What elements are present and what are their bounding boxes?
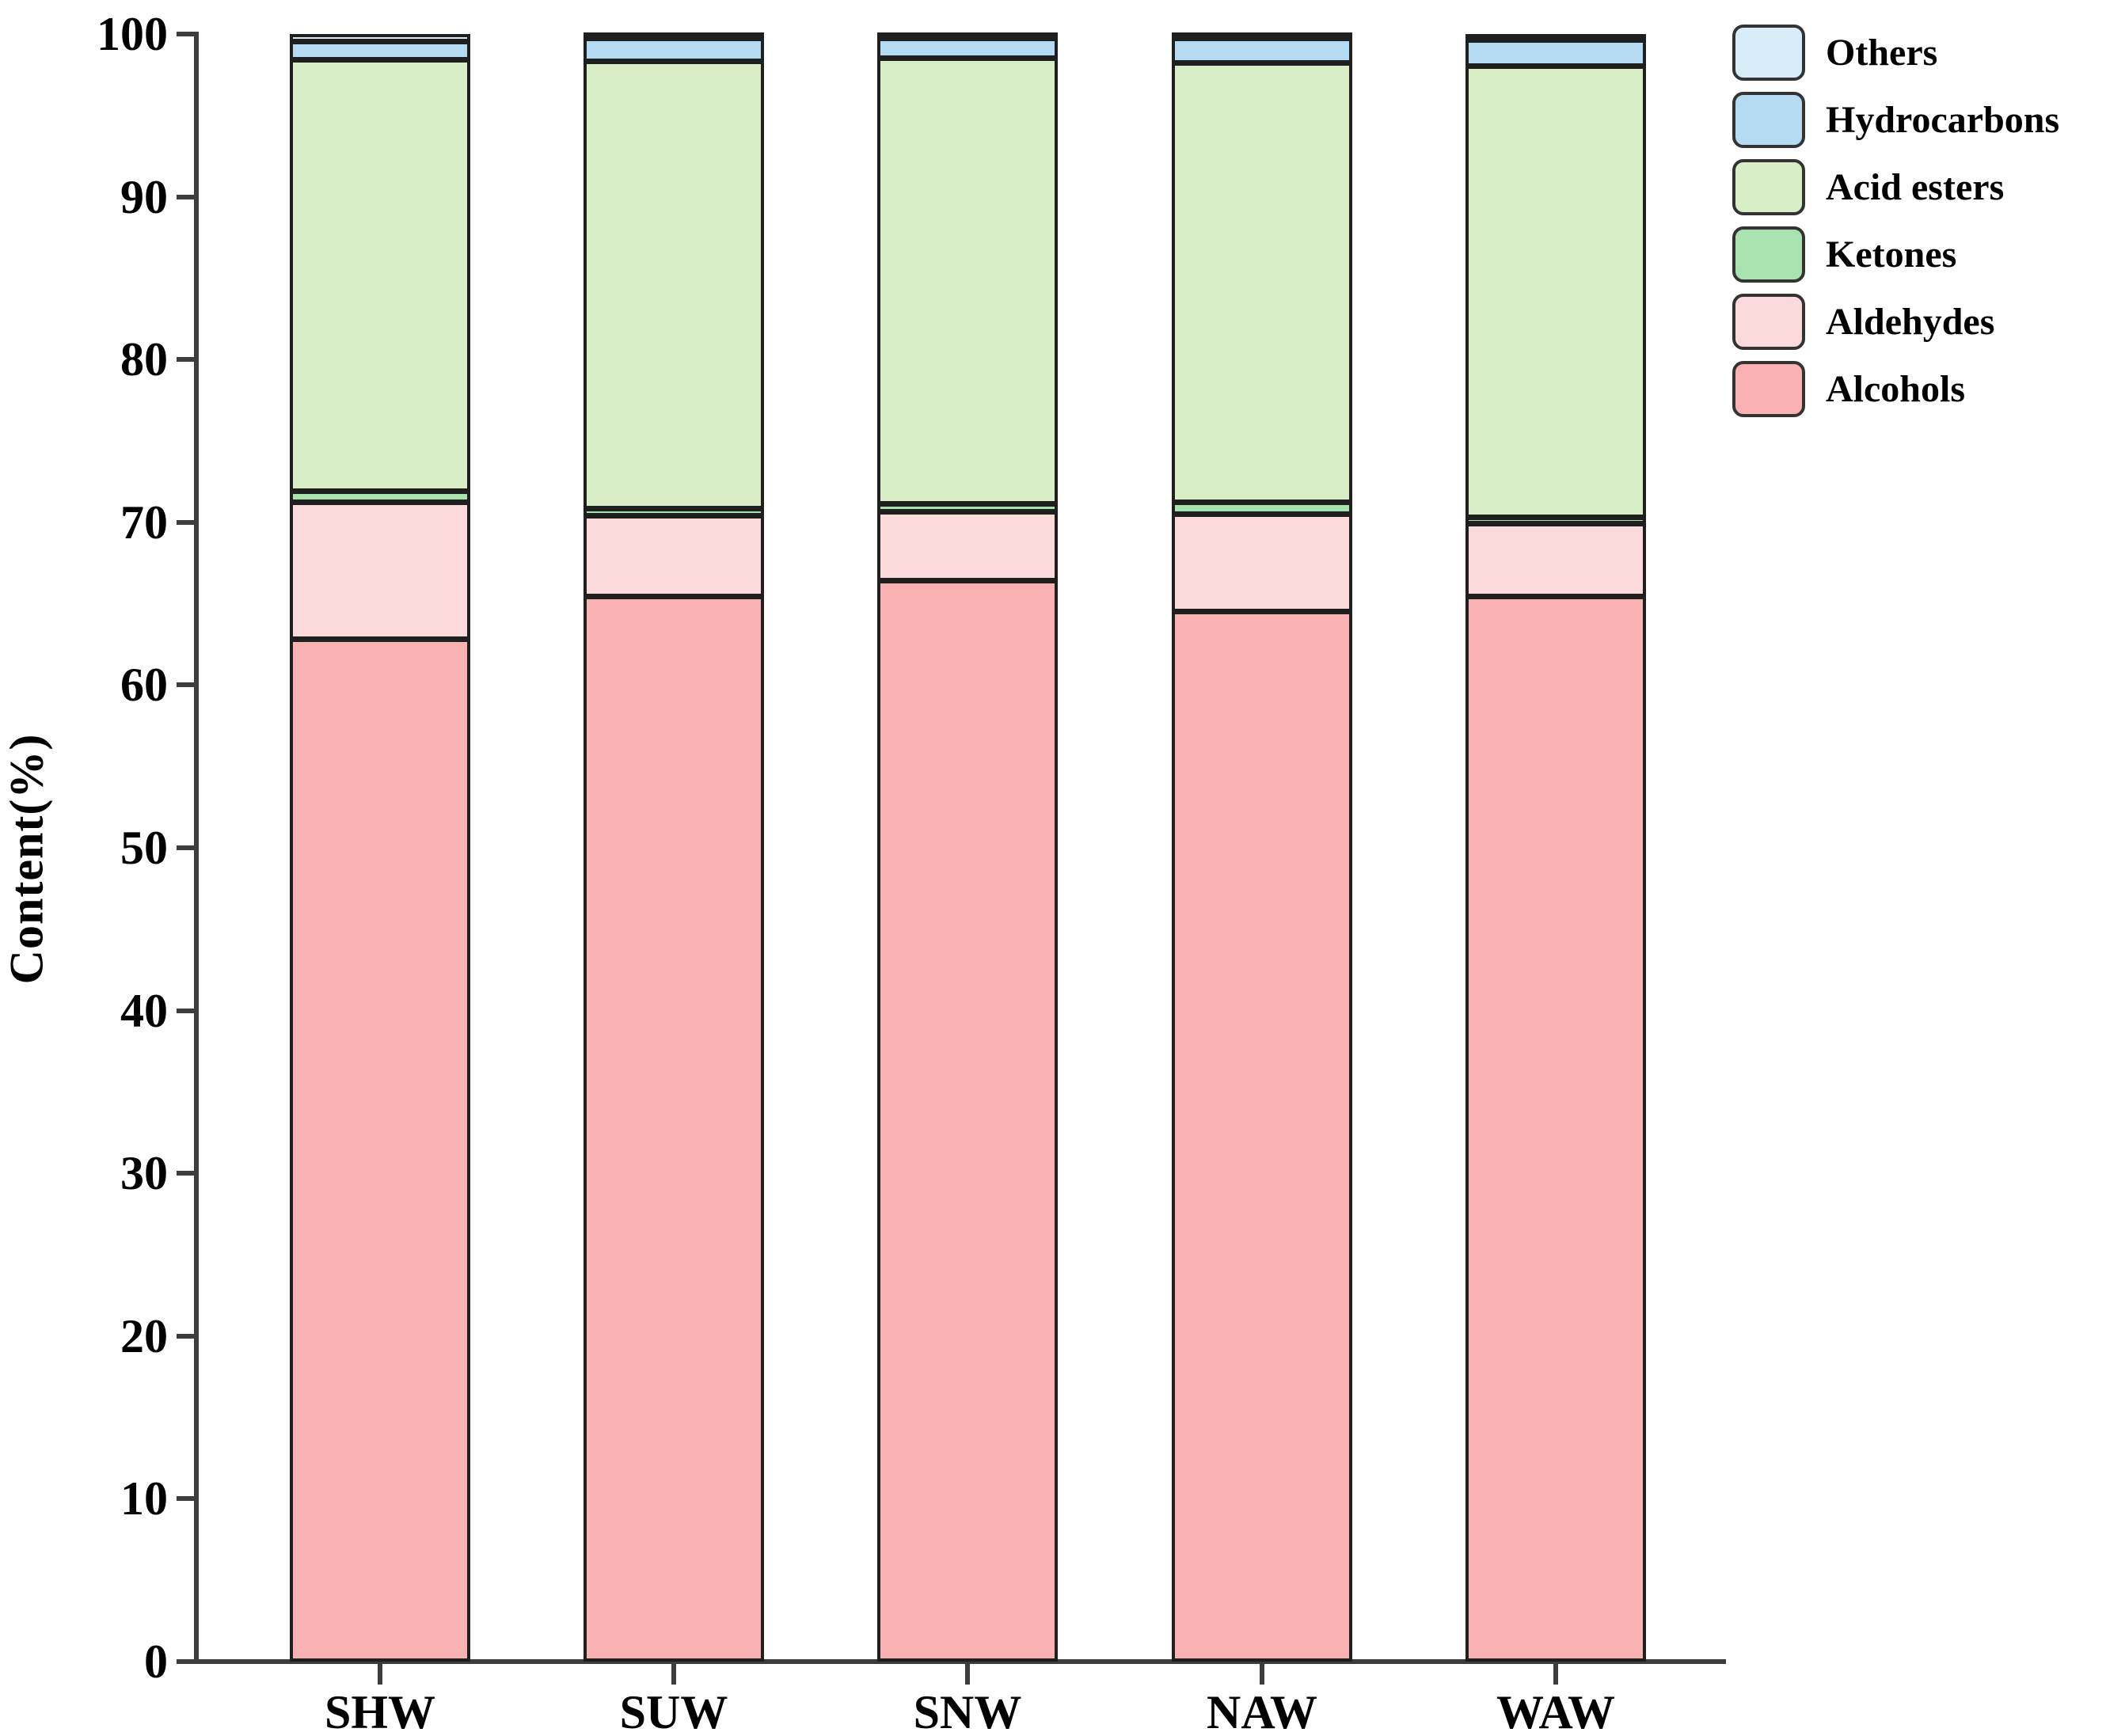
y-tick-label: 10 [120, 1472, 168, 1525]
x-tick-label-NAW: NAW [1206, 1686, 1317, 1736]
y-tick [177, 1171, 194, 1176]
y-tick [177, 1659, 194, 1664]
segment-others [1465, 34, 1646, 41]
legend-item-alcohols: Alcohols [1732, 361, 2059, 417]
segment-aldehydes [1172, 514, 1352, 612]
legend-item-aldehydes: Aldehydes [1732, 294, 2059, 350]
y-tick [177, 194, 194, 199]
x-tick-label-WAW: WAW [1496, 1686, 1616, 1736]
legend-item-acid-esters: Acid esters [1732, 159, 2059, 215]
segment-aldehydes [584, 515, 764, 598]
legend-swatch-hydrocarbons [1732, 92, 1805, 148]
legend-swatch-alcohols [1732, 361, 1805, 417]
x-tick [671, 1664, 676, 1685]
y-tick-label: 100 [97, 8, 168, 60]
y-tick-label: 20 [120, 1309, 168, 1362]
y-tick-label: 80 [120, 333, 168, 386]
segment-alcohols [290, 639, 470, 1662]
segment-acid-esters [290, 59, 470, 492]
x-tick [1260, 1664, 1264, 1685]
segment-alcohols [877, 580, 1058, 1662]
bar-SNW [877, 32, 1058, 1662]
legend-item-ketones: Ketones [1732, 226, 2059, 283]
segment-alcohols [584, 597, 764, 1662]
legend-label: Alcohols [1826, 367, 1966, 410]
segment-ketones [584, 509, 764, 516]
bar-WAW [1465, 34, 1646, 1662]
segment-hydrocarbons [1172, 39, 1352, 64]
segment-hydrocarbons [584, 39, 764, 62]
y-tick-label: 60 [120, 659, 168, 712]
legend-label: Hydrocarbons [1826, 98, 2060, 141]
legend-label: Acid esters [1826, 165, 2005, 208]
legend-item-others: Others [1732, 25, 2059, 81]
y-tick-label: 40 [120, 984, 168, 1037]
segment-alcohols [1465, 597, 1646, 1662]
y-tick [177, 845, 194, 850]
legend-item-hydrocarbons: Hydrocarbons [1732, 92, 2059, 148]
y-tick-label: 30 [120, 1147, 168, 1200]
segment-others [877, 32, 1058, 40]
segment-ketones [1172, 503, 1352, 515]
segment-aldehydes [877, 512, 1058, 581]
segment-alcohols [1172, 611, 1352, 1662]
segment-acid-esters [584, 61, 764, 510]
legend-label: Others [1826, 31, 1938, 74]
x-tick [378, 1664, 382, 1685]
segment-hydrocarbons [1465, 40, 1646, 67]
segment-others [290, 34, 470, 43]
y-tick [177, 357, 194, 363]
segment-others [584, 32, 764, 40]
x-axis-spine [194, 1659, 1726, 1664]
segment-hydrocarbons [877, 39, 1058, 59]
bar-NAW [1172, 32, 1352, 1662]
y-tick [177, 682, 194, 688]
y-tick-label: 50 [120, 822, 168, 874]
segment-ketones [290, 491, 470, 503]
x-tick-label-SUW: SUW [619, 1686, 728, 1736]
legend-label: Aldehydes [1826, 300, 1995, 343]
segment-ketones [1465, 517, 1646, 524]
segment-acid-esters [877, 58, 1058, 505]
legend-swatch-aldehydes [1732, 294, 1805, 350]
y-tick-label: 90 [120, 170, 168, 223]
bar-SHW [290, 34, 470, 1662]
segment-acid-esters [1172, 63, 1352, 503]
y-axis-spine [194, 32, 199, 1664]
segment-others [1172, 32, 1352, 40]
y-tick-label: 0 [144, 1635, 168, 1688]
x-tick [965, 1664, 970, 1685]
legend-swatch-ketones [1732, 226, 1805, 283]
y-tick [177, 519, 194, 525]
legend-label: Ketones [1826, 233, 1957, 275]
y-tick [177, 32, 194, 36]
legend-swatch-acid-esters [1732, 159, 1805, 215]
segment-hydrocarbons [290, 42, 470, 60]
x-tick-label-SNW: SNW [913, 1686, 1022, 1736]
segment-aldehydes [290, 503, 470, 640]
y-tick [177, 1008, 194, 1013]
legend: Others Hydrocarbons Acid esters Ketones Alde… [1732, 25, 2059, 428]
legend-swatch-others [1732, 25, 1805, 81]
segment-ketones [877, 504, 1058, 513]
bar-SUW [584, 32, 764, 1662]
y-tick-label: 70 [120, 496, 168, 549]
segment-aldehydes [1465, 523, 1646, 598]
x-tick [1553, 1664, 1558, 1685]
y-tick [177, 1333, 194, 1339]
x-tick-label-SHW: SHW [324, 1686, 436, 1736]
y-tick [177, 1496, 194, 1502]
segment-acid-esters [1465, 66, 1646, 518]
